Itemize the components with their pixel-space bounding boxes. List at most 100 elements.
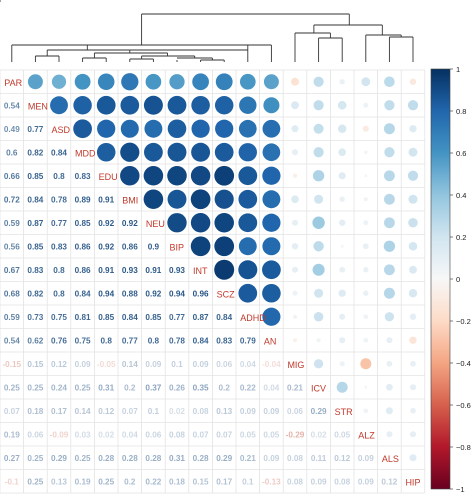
colorbar-tick-label: −1: [456, 485, 465, 494]
corr-value: 0.05: [263, 430, 279, 439]
colorbar-tick-label: −0.8: [456, 443, 471, 452]
corr-value: 0.91: [145, 266, 161, 275]
var-label-als: ALS: [382, 454, 399, 464]
corr-circle: [262, 190, 281, 209]
corr-circle: [408, 241, 418, 251]
corr-value: 0.78: [51, 195, 67, 204]
corr-value: 0.09: [145, 360, 161, 369]
corr-value: 0.77: [122, 336, 138, 345]
corr-value: 0.82: [27, 289, 43, 298]
corr-circle: [97, 119, 116, 138]
lower-values: 0.54 0.49 0.77 0.6 0.82 0.84 0.66 0.85 0.8 0.83 0.…: [2, 101, 397, 486]
corr-value: 0.28: [193, 454, 209, 463]
corr-circle: [120, 166, 140, 186]
corr-value: 0.21: [287, 383, 303, 392]
corr-circle: [292, 338, 298, 343]
corr-value: -0.15: [2, 360, 21, 369]
corr-circle: [364, 174, 368, 178]
corr-value: 0.09: [193, 360, 209, 369]
var-label-int: INT: [193, 266, 208, 276]
colorbar-tick-label: −0.6: [456, 401, 471, 410]
corr-value: 0.79: [240, 336, 256, 345]
corr-circle: [262, 260, 281, 280]
corr-value: 0.9: [148, 242, 160, 251]
corr-circle: [386, 431, 393, 438]
corr-value: 0.17: [51, 407, 67, 416]
corr-value: 0.77: [27, 125, 43, 134]
corr-value: 0.8: [53, 289, 65, 298]
corr-circle: [407, 170, 419, 181]
corr-circle: [238, 237, 257, 256]
corr-value: 0.84: [193, 336, 209, 345]
corr-value: 0.85: [27, 242, 43, 251]
corr-value: 0.09: [75, 360, 91, 369]
dendrogram: [0, 0, 414, 62]
corr-value: 0.8: [53, 172, 65, 181]
corr-value: 0.07: [4, 407, 20, 416]
corr-value: 0.84: [75, 289, 91, 298]
corr-circle: [215, 119, 234, 138]
corr-value: 0.75: [75, 336, 91, 345]
corr-circle: [363, 102, 369, 108]
corr-circle: [386, 337, 393, 344]
corr-value: 0.28: [98, 454, 114, 463]
corr-circle: [363, 408, 369, 414]
corr-value: 0.22: [240, 383, 256, 392]
corr-value: 0.13: [216, 407, 232, 416]
corr-circle: [96, 95, 116, 115]
corr-value: 0.54: [4, 336, 20, 345]
colorbar-tick-label: 1: [456, 65, 460, 74]
corr-circle: [338, 148, 347, 157]
corr-circle: [262, 307, 281, 326]
corr-value: 0.21: [240, 454, 256, 463]
corr-value: 0.59: [4, 313, 20, 322]
var-label-str: STR: [335, 407, 354, 417]
corr-circle: [97, 73, 115, 91]
corr-value: 0.83: [216, 336, 232, 345]
corr-value: 0.09: [263, 454, 279, 463]
corr-circle: [190, 189, 211, 210]
colorbar-tick-label: 0.8: [456, 107, 466, 116]
corr-circle: [73, 119, 92, 139]
corr-circle: [96, 142, 116, 162]
corr-value: 0.77: [51, 219, 67, 228]
corr-value: 0.06: [145, 430, 161, 439]
corr-value: 0.85: [27, 172, 43, 181]
corr-circle: [409, 125, 417, 133]
corr-circle: [408, 147, 418, 157]
corr-circle: [339, 266, 346, 273]
corr-value: 0.25: [75, 454, 91, 463]
corr-circle: [384, 264, 395, 276]
corr-value: 0.85: [75, 219, 91, 228]
corr-value: 0.08: [287, 477, 303, 486]
corr-circle: [263, 97, 280, 114]
corr-circle: [214, 165, 235, 186]
corr-circle: [409, 431, 417, 438]
corr-value: -0.1: [5, 477, 20, 486]
corr-value: 0.08: [193, 407, 209, 416]
corr-value: 0.18: [27, 407, 43, 416]
corr-circle: [120, 119, 139, 138]
corr-circle: [313, 241, 324, 252]
corr-value: 0.25: [98, 477, 114, 486]
corr-value: 0.19: [4, 430, 20, 439]
corr-value: 0.88: [122, 289, 138, 298]
corr-circle: [143, 95, 163, 115]
var-label-bmi: BMI: [122, 195, 138, 205]
corr-value: 0.08: [334, 477, 350, 486]
corr-circle: [190, 166, 211, 186]
corr-circle: [339, 313, 346, 320]
var-label-adhd: ADHD: [240, 313, 266, 323]
corr-circle: [360, 358, 372, 370]
corr-circle: [338, 219, 346, 226]
corr-circle: [167, 119, 187, 139]
corr-value: 0.83: [51, 242, 67, 251]
corr-circle: [339, 196, 345, 202]
corr-value: 0.54: [4, 101, 20, 110]
corr-value: 0.09: [240, 407, 256, 416]
var-label-scz: SCZ: [217, 289, 236, 299]
corr-value: 0.62: [27, 336, 43, 345]
corr-circle: [214, 96, 234, 115]
corr-value: 0.8: [53, 266, 65, 275]
